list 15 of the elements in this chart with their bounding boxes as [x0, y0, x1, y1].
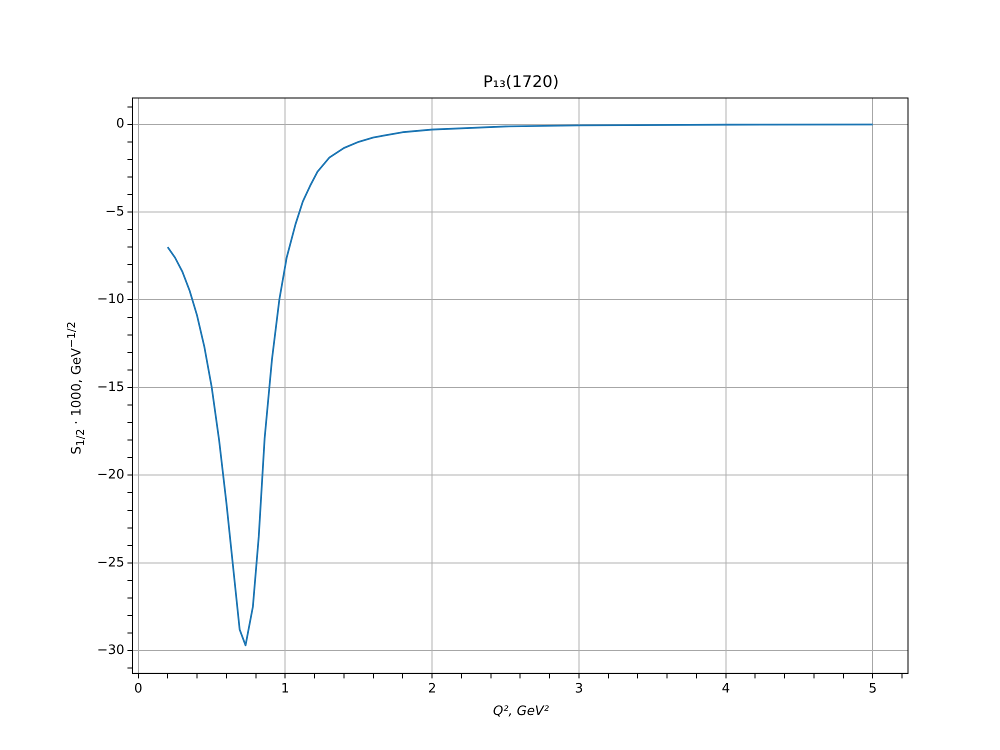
- x-tick-label: 4: [722, 682, 730, 697]
- x-tick-label: 1: [281, 682, 290, 697]
- y-tick-label: −10: [96, 292, 124, 308]
- y-tick-label: 0: [116, 116, 124, 132]
- y-tick-label: −15: [96, 380, 124, 395]
- x-tick-label: 5: [868, 682, 877, 697]
- x-tick-label: 3: [574, 682, 584, 697]
- x-tick-label: 2: [428, 682, 436, 697]
- y-tick-label: −30: [96, 642, 124, 658]
- y-tick-label: −20: [96, 468, 124, 483]
- y-tick-label: −25: [96, 555, 124, 570]
- y-tick-label: −5: [105, 204, 124, 220]
- chart-title: P₁₃(1720): [482, 72, 560, 91]
- x-axis-title: Q², GeV²: [492, 704, 550, 719]
- x-tick-label: 0: [134, 682, 142, 697]
